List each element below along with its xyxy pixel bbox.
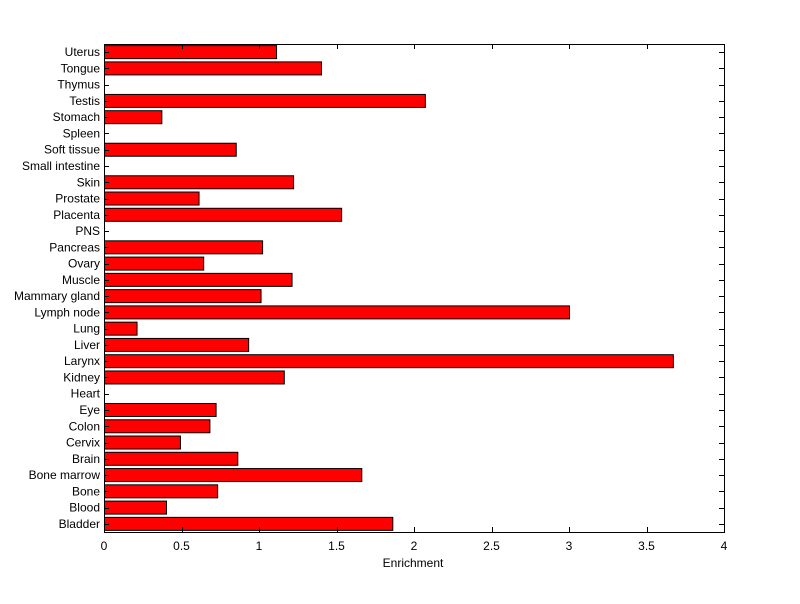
- y-tick-label-muscle: Muscle: [62, 273, 100, 287]
- y-tick-label-lymph-node: Lymph node: [34, 305, 100, 319]
- x-tick-label-3: 1.5: [328, 539, 345, 553]
- bar-cervix: [104, 435, 181, 450]
- x-tick-label-4: 2: [411, 539, 418, 553]
- bar-tongue: [104, 61, 322, 76]
- y-tick-label-pancreas: Pancreas: [49, 240, 100, 254]
- y-tick-label-ovary: Ovary: [68, 257, 100, 271]
- bar-muscle: [104, 272, 293, 287]
- bar-liver: [104, 337, 250, 352]
- y-tick-label-testis: Testis: [69, 94, 100, 108]
- x-tick-label-7: 3.5: [638, 539, 655, 553]
- y-tick-label-bone: Bone: [72, 484, 100, 498]
- y-tick-label-larynx: Larynx: [64, 354, 100, 368]
- bar-larynx: [104, 354, 674, 369]
- y-tick-label-uterus: Uterus: [65, 45, 100, 59]
- x-tick-label-0: 0: [101, 539, 108, 553]
- y-tick-label-placenta: Placenta: [53, 208, 100, 222]
- y-tick-label-soft-tissue: Soft tissue: [44, 143, 100, 157]
- y-tick-label-stomach: Stomach: [53, 110, 100, 124]
- x-tick-label-6: 3: [566, 539, 573, 553]
- bar-blood: [104, 500, 167, 515]
- bar-mammary-gland: [104, 289, 262, 304]
- bar-testis: [104, 93, 426, 108]
- ticks-layer: [104, 44, 725, 532]
- y-tick-label-pns: PNS: [75, 224, 100, 238]
- bar-prostate: [104, 191, 200, 206]
- y-tick-label-spleen: Spleen: [63, 126, 100, 140]
- y-tick-label-small-intestine: Small intestine: [22, 159, 100, 173]
- bar-soft-tissue: [104, 142, 237, 157]
- x-tick-label-2: 1: [256, 539, 263, 553]
- bar-kidney: [104, 370, 285, 385]
- x-tick-label-8: 4: [721, 539, 728, 553]
- bar-lung: [104, 321, 138, 336]
- y-tick-label-colon: Colon: [69, 419, 100, 433]
- bar-ovary: [104, 256, 205, 271]
- y-tick-label-brain: Brain: [72, 452, 100, 466]
- labels-layer: Bladder Blood Bone Bone marrow Brain Cervix Co…: [14, 45, 728, 553]
- bar-pancreas: [104, 240, 264, 255]
- x-tick-label-1: 0.5: [173, 539, 190, 553]
- bar-bladder: [104, 516, 394, 531]
- bar-brain: [104, 451, 239, 466]
- y-tick-label-cervix: Cervix: [66, 436, 100, 450]
- bars-layer: [104, 45, 674, 531]
- bar-bone-marrow: [104, 468, 363, 483]
- bar-uterus: [104, 45, 278, 60]
- x-tick-label-5: 2.5: [483, 539, 500, 553]
- bar-colon: [104, 419, 211, 434]
- bar-bone: [104, 484, 219, 499]
- bar-stomach: [104, 110, 163, 125]
- y-tick-label-skin: Skin: [77, 175, 100, 189]
- x-axis-label: Enrichment: [383, 556, 444, 570]
- y-tick-label-tongue: Tongue: [61, 61, 101, 75]
- y-tick-label-lung: Lung: [73, 322, 100, 336]
- y-tick-label-prostate: Prostate: [55, 192, 100, 206]
- y-tick-label-kidney: Kidney: [63, 370, 100, 384]
- y-tick-label-eye: Eye: [79, 403, 100, 417]
- y-tick-label-thymus: Thymus: [57, 78, 100, 92]
- y-tick-label-bone-marrow: Bone marrow: [29, 468, 101, 482]
- y-tick-label-liver: Liver: [74, 338, 100, 352]
- bar-placenta: [104, 207, 343, 222]
- y-tick-label-blood: Blood: [69, 501, 100, 515]
- y-tick-label-bladder: Bladder: [59, 517, 100, 531]
- bar-eye: [104, 402, 217, 417]
- y-tick-label-mammary-gland: Mammary gland: [14, 289, 100, 303]
- y-tick-label-heart: Heart: [71, 387, 101, 401]
- bar-lymph-node: [104, 305, 570, 320]
- bar-skin: [104, 175, 295, 190]
